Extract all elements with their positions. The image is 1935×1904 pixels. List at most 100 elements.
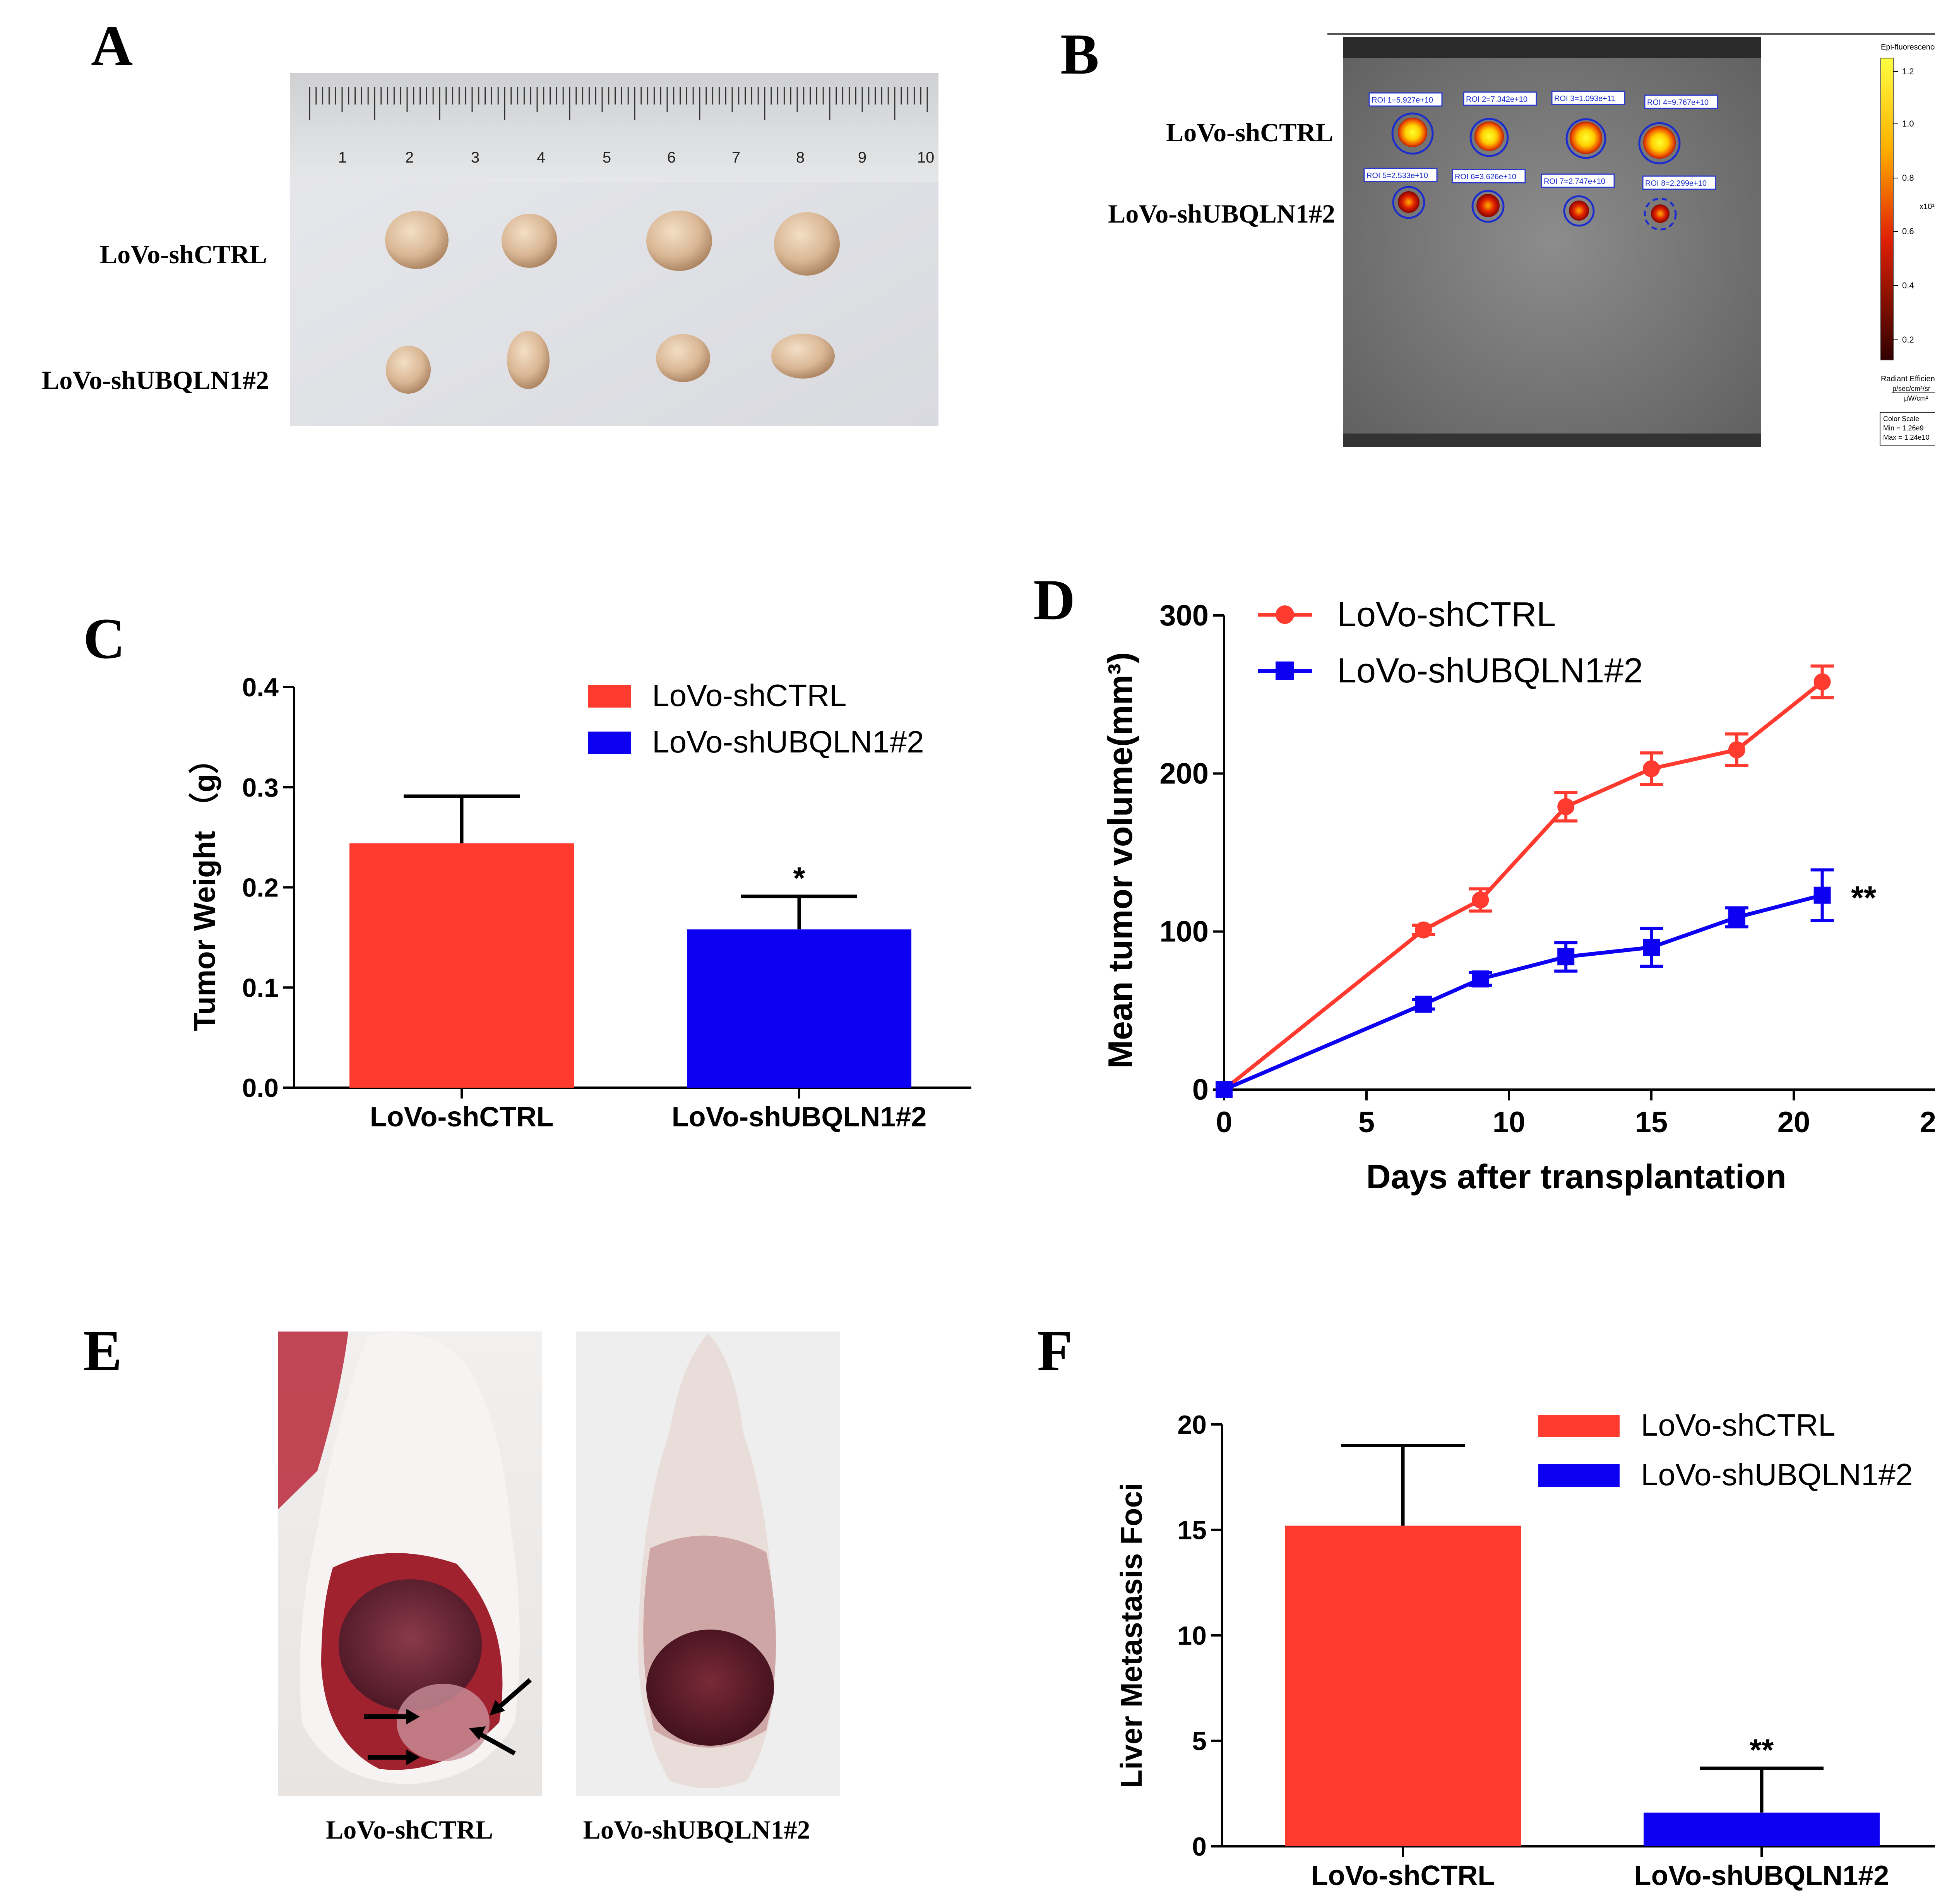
fluorescence-spot (1569, 201, 1589, 221)
roi-label-box (1363, 168, 1438, 182)
data-point (1643, 939, 1660, 956)
x-tick-label: 20 (1777, 1106, 1810, 1139)
ruler-number: 2 (405, 149, 414, 166)
colorbar-tick-label: 0.2 (1902, 335, 1914, 344)
fluorescence-spot (1398, 191, 1420, 213)
legend-label: LoVo-shCTRL (652, 678, 846, 713)
ruler-number: 10 (917, 149, 935, 166)
mouse-photo-control (278, 1332, 542, 1796)
colorbar-multiplier: x10¹⁰ (1920, 202, 1935, 211)
arrow-icon (364, 1709, 420, 1724)
panel-c: C 0.0 0.1 0.2 0.3 0.4 LoVo-shCTRL LoVo-shUBQLN… (83, 607, 971, 1133)
x-tick-label: 5 (1358, 1106, 1375, 1139)
bar (1644, 1812, 1880, 1846)
panel-d: D 0 100 200 300 0 5 10 15 20 25 Days after transpl… (1033, 568, 1935, 1196)
roi-label-box (1551, 91, 1625, 105)
y-tick-label: 0 (1192, 1832, 1207, 1861)
row-label-knockdown: LoVo-shUBQLN1#2 (1108, 199, 1335, 228)
ruler-number: 6 (667, 149, 676, 166)
x-tick-label: LoVo-shUBQLN1#2 (1634, 1860, 1889, 1891)
roi-label-box (1463, 91, 1537, 106)
tumors-control (385, 211, 840, 276)
x-tick-label: 10 (1493, 1106, 1526, 1139)
colorbar-title: Epi-fluorescence (1881, 43, 1935, 51)
arrow-icon (368, 1750, 420, 1765)
x-axis-label: Days after transplantation (1366, 1157, 1786, 1196)
y-tick-label: 300 (1159, 599, 1209, 632)
tumor (385, 211, 449, 269)
y-tick-label: 0.4 (242, 673, 279, 702)
tumors-knockdown (386, 331, 835, 394)
legend-swatch (1538, 1415, 1620, 1437)
y-tick-label: 0.2 (242, 873, 279, 903)
y-tick-label: 0.3 (242, 773, 279, 802)
row-label-knockdown: LoVo-shUBQLN1#2 (42, 365, 269, 395)
roi-label: ROI 3=1.093e+11 (1554, 94, 1615, 103)
ruler-number: 1 (338, 149, 347, 166)
roi-label: ROI 8=2.299e+10 (1645, 179, 1707, 188)
y-tick-label: 100 (1159, 915, 1209, 948)
panel-e-letter: E (83, 1319, 122, 1383)
roi-label-box (1541, 173, 1615, 188)
panel-a-photo: 1 2 3 4 5 6 7 8 9 10 (290, 73, 938, 426)
data-point (1813, 673, 1831, 691)
fluorescence-spots (1391, 112, 1681, 231)
mouse-photo-knockdown (576, 1332, 840, 1796)
fluorescence-spot (1398, 118, 1427, 147)
legend-swatch (1538, 1464, 1620, 1487)
roi-label: ROI 2=7.342e+10 (1466, 95, 1527, 104)
colorbar-tick-label: 0.8 (1902, 173, 1914, 183)
photo-caption-control: LoVo-shCTRL (326, 1815, 493, 1844)
color-scale-min: Min = 1.26e9 (1883, 424, 1924, 432)
data-point (1813, 886, 1831, 904)
roi-labels: ROI 1=5.927e+10 ROI 2=7.342e+10 ROI 3=1.09… (1363, 91, 1718, 190)
colorbar-tick-label: 1.2 (1902, 67, 1914, 76)
bar (687, 929, 911, 1088)
significance-marker: ** (1750, 1733, 1774, 1767)
fluorescence-spot (1643, 126, 1676, 159)
metastasis-region (397, 1684, 490, 1761)
colorbar-tick-label: 1.0 (1902, 119, 1914, 129)
colorbar-tick-label: 0.6 (1902, 226, 1914, 236)
legend-label: LoVo-shUBQLN1#2 (1337, 651, 1643, 690)
legend-label: LoVo-shCTRL (1337, 595, 1556, 634)
significance-marker: * (793, 861, 805, 895)
data-point (1216, 1081, 1233, 1098)
bar (1285, 1525, 1521, 1846)
y-axis-label: Liver Metastasis Foci (1114, 1483, 1148, 1788)
panel-f-letter: F (1037, 1319, 1073, 1383)
tumor (656, 334, 710, 382)
tumor-weight-chart: 0.0 0.1 0.2 0.3 0.4 LoVo-shCTRL LoVo-shUBQLN1#… (187, 673, 971, 1133)
ruler-number: 5 (603, 149, 611, 166)
panel-b-letter: B (1060, 22, 1099, 86)
roi-label-box (1452, 169, 1526, 183)
significance-marker: ** (1851, 879, 1877, 916)
y-tick-label: 0.0 (242, 1073, 279, 1103)
bar (349, 843, 574, 1088)
arrow-icon (469, 1726, 516, 1756)
fluorescence-spot (1476, 194, 1500, 217)
tumor (502, 214, 557, 268)
roi-label: ROI 6=3.626e+10 (1455, 173, 1516, 181)
row-label-control: LoVo-shCTRL (100, 240, 267, 269)
color-scale-title: Color Scale (1883, 415, 1919, 423)
roi-label-box (1644, 94, 1718, 109)
legend-marker (1276, 662, 1294, 680)
y-tick-label: 0.1 (242, 973, 279, 1003)
arrow-icon (490, 1678, 532, 1715)
x-tick-label: LoVo-shCTRL (1311, 1860, 1495, 1891)
colorbar-ticks: 1.2 1.0 0.8 0.6 0.4 0.2 (1893, 67, 1914, 344)
tumor-volume-chart: 0 100 200 300 0 5 10 15 20 25 Days after transplan… (1101, 595, 1935, 1196)
ruler-number: 9 (858, 149, 866, 166)
legend-swatch (588, 685, 631, 708)
tumor (507, 331, 550, 389)
units-denominator: μW/cm² (1904, 394, 1928, 402)
x-tick-label: 15 (1635, 1106, 1668, 1139)
panel-e: E (83, 1319, 840, 1844)
roi-circle (1469, 118, 1509, 157)
bloody-tissue (278, 1332, 348, 1510)
roi-circle (1565, 118, 1606, 159)
roi-circle (1644, 197, 1677, 231)
color-scale-max: Max = 1.24e10 (1883, 434, 1930, 441)
ruler-ticks (309, 87, 928, 120)
